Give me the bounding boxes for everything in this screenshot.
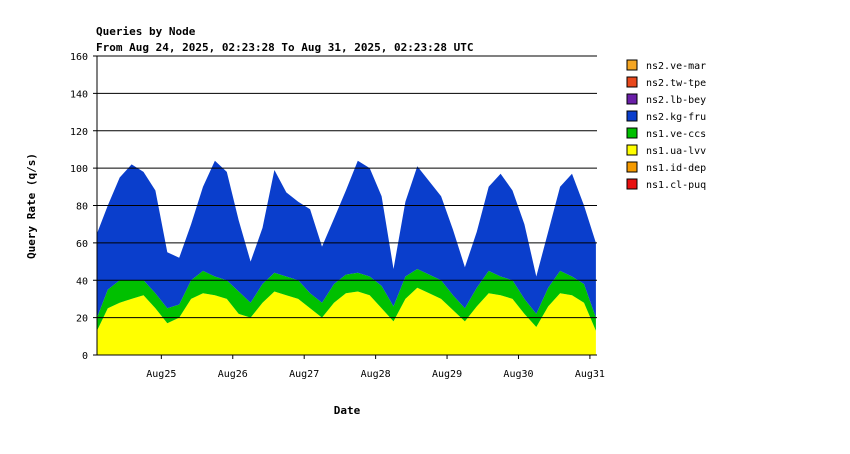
y-tick-label: 80 — [76, 202, 88, 213]
y-tick-label: 0 — [82, 351, 88, 362]
legend-swatch-ns1.cl-puq — [626, 178, 638, 190]
x-tick-label: Aug30 — [503, 369, 533, 380]
axes: 0 20 40 60 80 100 120 140 160 Aug25 Aug26 Aug27 Aug2… — [70, 52, 605, 380]
x-axis-label: Date — [334, 404, 361, 417]
legend-label: ns1.id-dep — [646, 163, 706, 174]
grid-lines — [97, 55, 597, 319]
legend-label: ns2.lb-bey — [646, 95, 706, 106]
legend-label: ns2.tw-tpe — [646, 78, 706, 89]
legend-swatch-ns1.ua-lvv — [626, 144, 638, 156]
chart-title: Queries by Node — [96, 25, 196, 38]
y-axis-label: Query Rate (q/s) — [25, 153, 38, 259]
x-tick-label: Aug28 — [361, 369, 391, 380]
legend-label: ns1.ua-lvv — [646, 146, 706, 157]
y-tick-label: 60 — [76, 239, 88, 250]
legend: ns2.ve-mar ns2.tw-tpe ns2.lb-bey ns2.kg-fru… — [626, 59, 706, 191]
x-tick-label: Aug27 — [289, 369, 319, 380]
legend-swatch-ns1.id-dep — [626, 161, 638, 173]
x-tick-label: Aug29 — [432, 369, 462, 380]
legend-swatch-ns2.kg-fru — [626, 110, 638, 122]
y-tick-label: 40 — [76, 276, 88, 287]
series-area-ns1.ua-lvv — [97, 287, 596, 355]
legend-label: ns1.ve-ccs — [646, 129, 706, 140]
legend-swatch-ns2.ve-mar — [626, 59, 638, 71]
y-tick-label: 120 — [70, 127, 88, 138]
legend-label: ns2.kg-fru — [646, 112, 706, 123]
x-tick-label: Aug31 — [575, 369, 605, 380]
legend-label: ns1.cl-puq — [646, 180, 706, 191]
chart-subtitle: From Aug 24, 2025, 02:23:28 To Aug 31, 2… — [96, 41, 474, 54]
series-area-ns2.kg-fru — [97, 160, 596, 318]
plot-area — [97, 160, 596, 355]
x-tick-label: Aug26 — [218, 369, 248, 380]
x-tick-label: Aug25 — [146, 369, 176, 380]
legend-swatch-ns2.tw-tpe — [626, 76, 638, 88]
y-tick-label: 20 — [76, 314, 88, 325]
series-area-ns1.ve-ccs — [97, 269, 596, 331]
y-tick-label: 140 — [70, 89, 88, 100]
y-tick-label: 100 — [70, 164, 88, 175]
legend-swatch-ns2.lb-bey — [626, 93, 638, 105]
legend-swatch-ns1.ve-ccs — [626, 127, 638, 139]
legend-label: ns2.ve-mar — [646, 61, 706, 72]
y-tick-label: 160 — [70, 52, 88, 63]
